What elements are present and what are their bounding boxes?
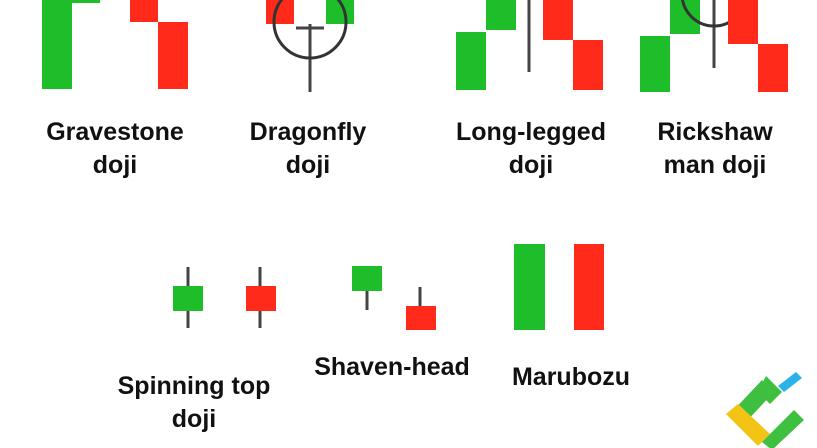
label-line: Gravestone bbox=[46, 118, 184, 146]
label-spinning-top-doji: Spinning top doji bbox=[104, 370, 284, 436]
gravestone-bullish-candle bbox=[42, 0, 72, 89]
gravestone-bearish-candle bbox=[158, 22, 188, 89]
spinning-top-bullish-candle bbox=[173, 286, 203, 311]
long-legged-bullish-candle-low bbox=[456, 32, 486, 90]
dragonfly-doji-illustration bbox=[266, 0, 354, 92]
long-legged-bearish-candle-low bbox=[573, 40, 603, 90]
label-gravestone-doji: Gravestone doji bbox=[30, 116, 200, 182]
label-dragonfly-doji: Dragonfly doji bbox=[228, 116, 388, 182]
shaven-head-bearish-candle bbox=[406, 306, 436, 330]
label-shaven-head: Shaven-head bbox=[302, 351, 482, 384]
rickshaw-bearish-candle-low bbox=[758, 44, 788, 92]
gravestone-bearish-candle-top bbox=[130, 0, 158, 22]
dragonfly-highlight-circle bbox=[272, 0, 348, 60]
marubozu-illustration bbox=[514, 244, 604, 330]
label-marubozu: Marubozu bbox=[496, 361, 646, 394]
long-legged-bearish-candle-high bbox=[543, 0, 573, 40]
label-long-legged-doji: Long-legged doji bbox=[440, 116, 622, 182]
brand-logo-icon bbox=[726, 372, 804, 448]
label-line: man doji bbox=[663, 151, 767, 179]
label-line: Long-legged bbox=[456, 118, 606, 146]
marubozu-bullish-candle bbox=[514, 244, 545, 330]
label-line: Rickshaw bbox=[657, 118, 773, 146]
long-legged-doji-illustration bbox=[456, 0, 603, 90]
spinning-top-illustration bbox=[173, 267, 276, 328]
gravestone-bullish-candle-top bbox=[72, 0, 100, 3]
label-line: doji bbox=[171, 405, 217, 433]
rickshaw-bearish-candle-high bbox=[728, 0, 758, 44]
label-line: Spinning top bbox=[117, 372, 271, 400]
label-line: doji bbox=[285, 151, 331, 179]
shaven-head-illustration bbox=[352, 266, 436, 330]
marubozu-bearish-candle bbox=[574, 244, 604, 330]
label-line: Dragonfly bbox=[249, 118, 367, 146]
shaven-head-bullish-candle bbox=[352, 266, 382, 291]
spinning-top-bearish-candle bbox=[246, 286, 276, 311]
label-line: Marubozu bbox=[511, 363, 631, 391]
long-legged-bullish-candle-high bbox=[486, 0, 516, 30]
label-line: doji bbox=[508, 151, 554, 179]
label-rickshaw-man-doji: Rickshaw man doji bbox=[638, 116, 792, 182]
gravestone-doji-illustration bbox=[42, 0, 188, 89]
rickshaw-highlight-circle bbox=[681, 0, 747, 28]
rickshaw-doji-illustration bbox=[640, 0, 788, 92]
label-line: Shaven-head bbox=[314, 353, 470, 381]
rickshaw-bullish-candle-low bbox=[640, 36, 670, 92]
label-line: doji bbox=[92, 151, 138, 179]
